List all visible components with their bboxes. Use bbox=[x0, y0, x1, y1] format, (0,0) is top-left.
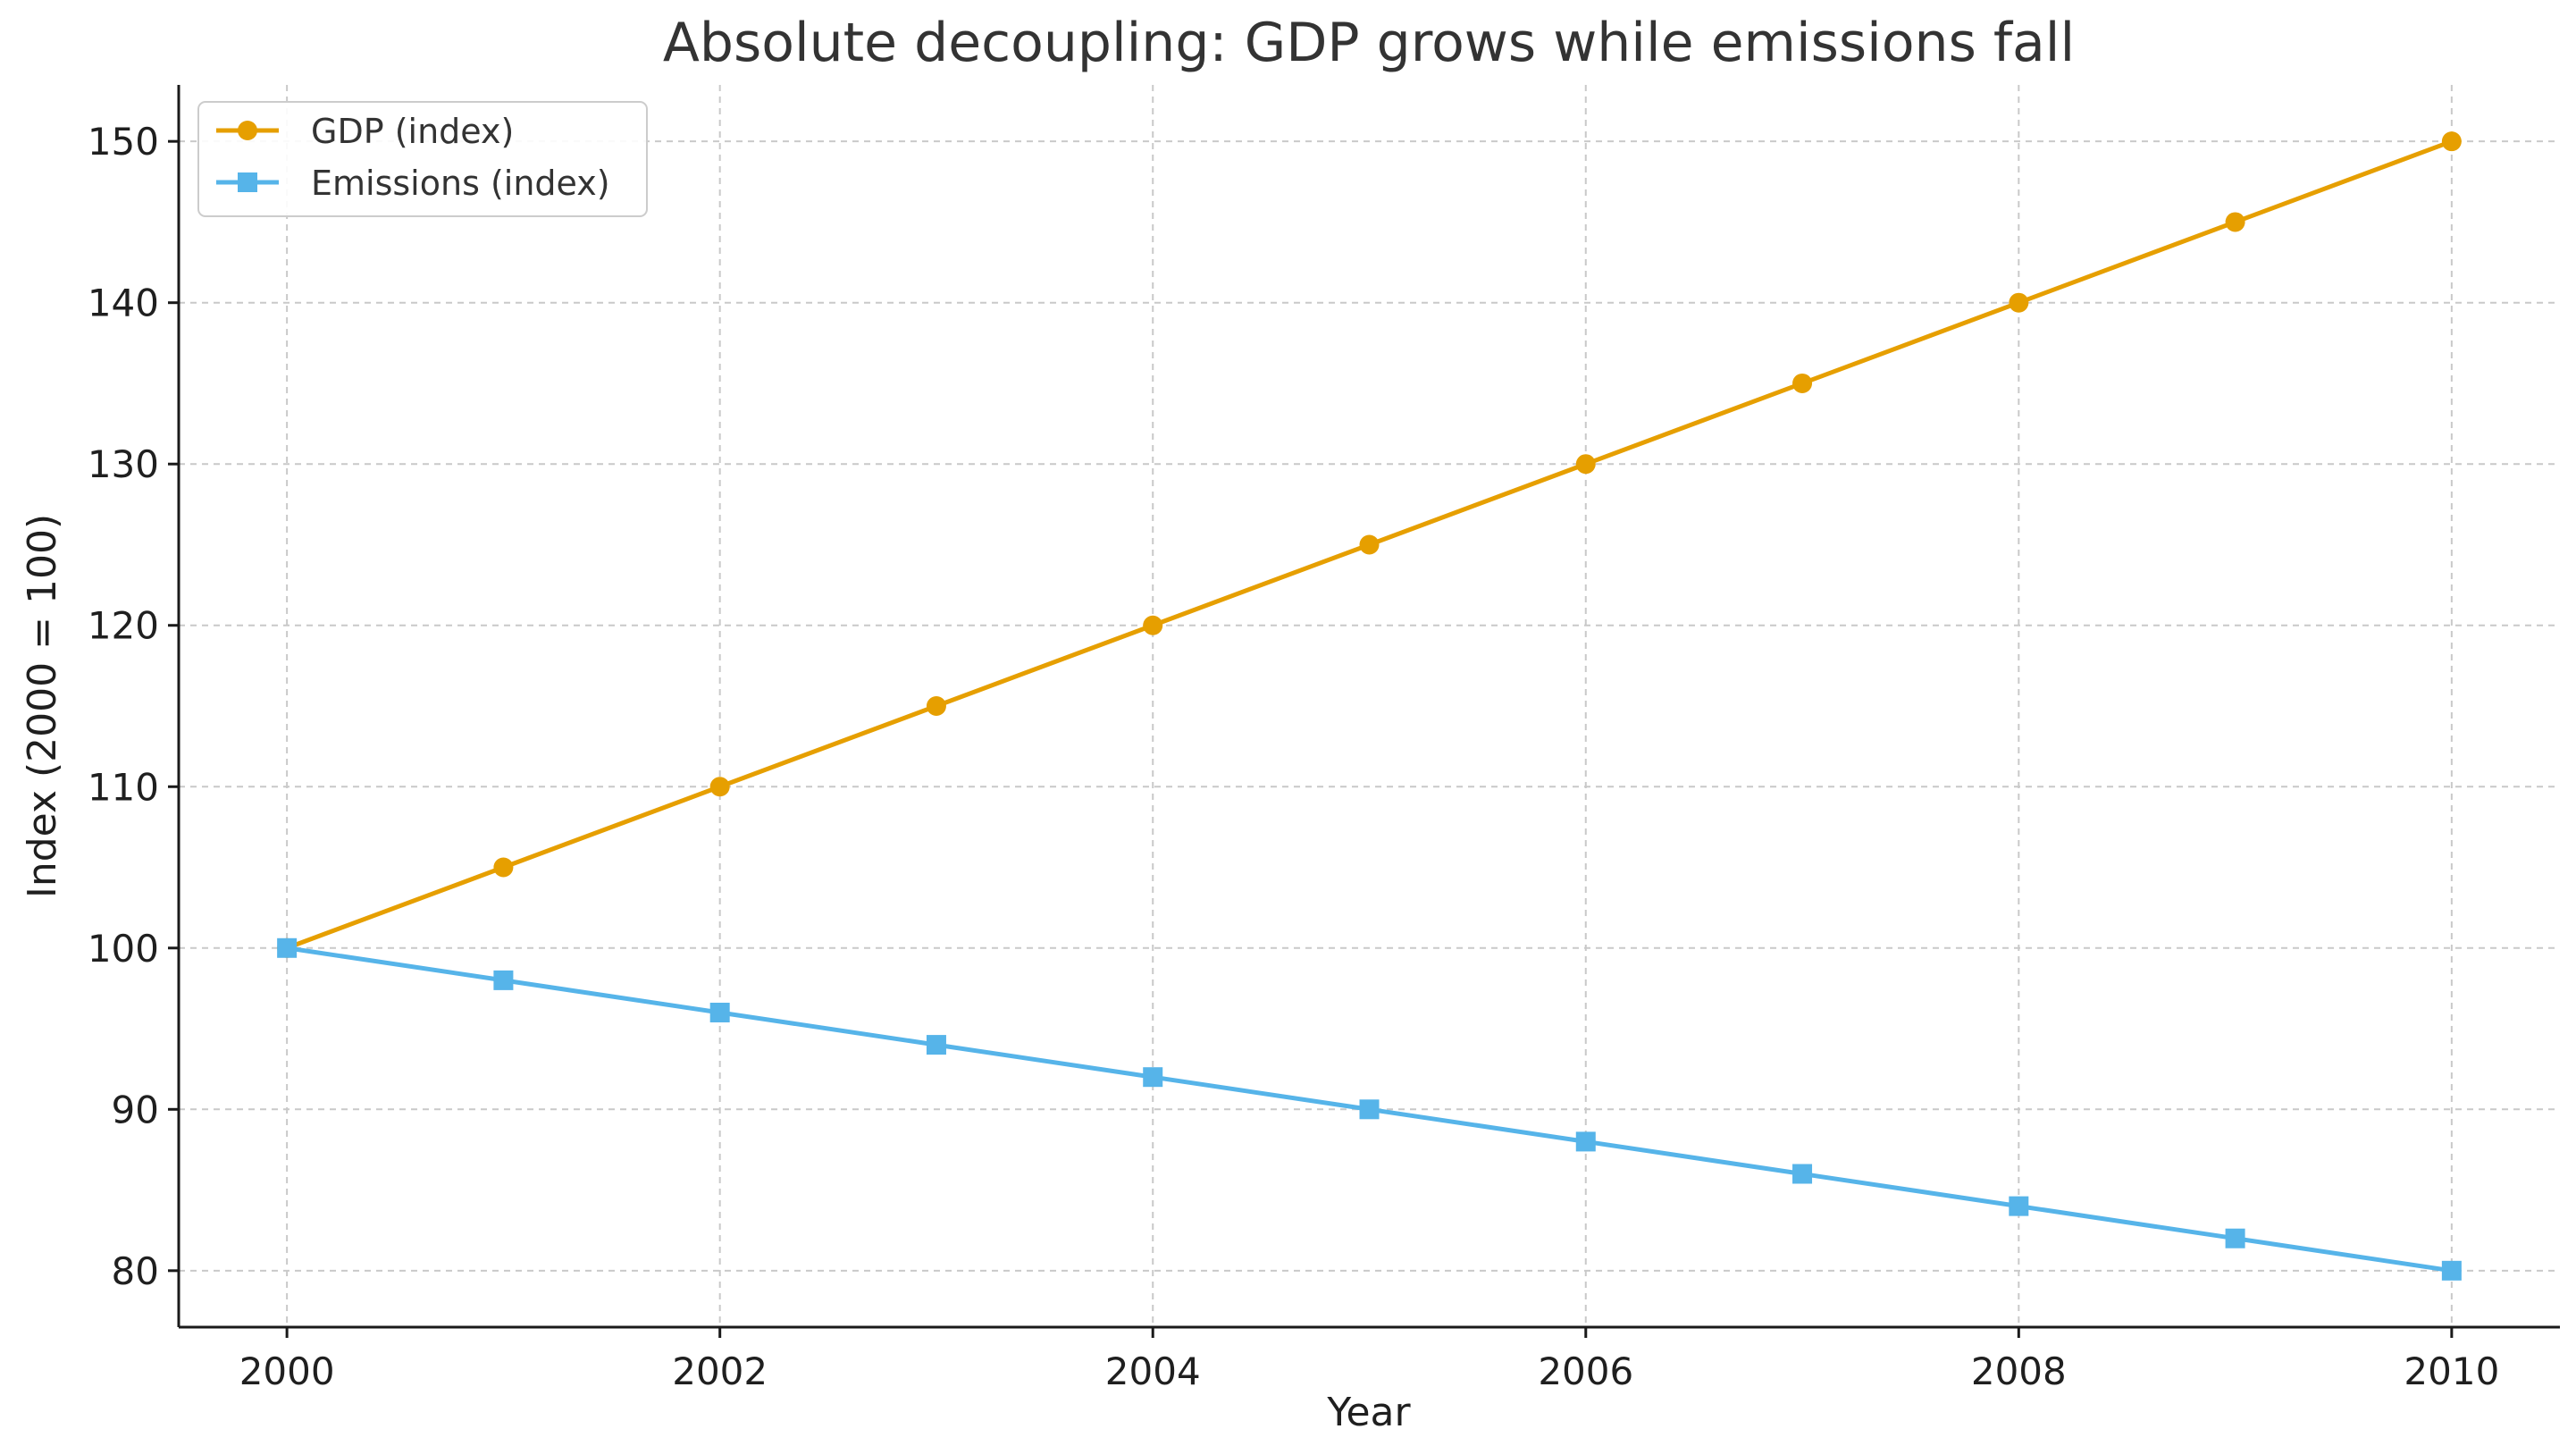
data-point-emissions-2008 bbox=[2009, 1196, 2029, 1216]
data-point-emissions-2001 bbox=[493, 970, 514, 990]
data-point-gdp-2002 bbox=[709, 777, 730, 797]
data-point-gdp-2006 bbox=[1575, 454, 1596, 475]
data-point-gdp-2009 bbox=[2225, 212, 2245, 232]
legend: GDP (index) Emissions (index) bbox=[197, 101, 648, 217]
data-point-emissions-2009 bbox=[2225, 1228, 2245, 1248]
y-tick-label-150: 150 bbox=[88, 120, 159, 164]
x-tick-label-2006: 2006 bbox=[1538, 1349, 1633, 1393]
y-tick-label-120: 120 bbox=[88, 604, 159, 648]
data-point-emissions-2002 bbox=[709, 1002, 730, 1022]
y-tick-label-90: 90 bbox=[112, 1088, 159, 1131]
data-point-gdp-2007 bbox=[1792, 373, 1813, 393]
data-point-gdp-2008 bbox=[2009, 292, 2029, 313]
data-point-gdp-2001 bbox=[493, 857, 514, 878]
ticks: 2000 2002 2004 2006 2008 2010 80 90 100 110 120 130… bbox=[88, 120, 2499, 1393]
data-point-emissions-2007 bbox=[1792, 1164, 1813, 1184]
data-point-gdp-2003 bbox=[926, 696, 946, 716]
data-point-gdp-2010 bbox=[2441, 131, 2462, 152]
axes bbox=[177, 85, 2560, 1329]
legend-gdp-marker bbox=[238, 121, 257, 140]
x-tick-label-2002: 2002 bbox=[672, 1349, 768, 1393]
x-axis-title: Year bbox=[1326, 1390, 1411, 1435]
legend-frame bbox=[197, 101, 648, 217]
data-point-emissions-2005 bbox=[1359, 1099, 1380, 1120]
grid-lines bbox=[179, 85, 2560, 1327]
x-tick-label-2004: 2004 bbox=[1105, 1349, 1201, 1393]
data-point-emissions-2010 bbox=[2441, 1260, 2462, 1281]
y-tick-label-80: 80 bbox=[112, 1249, 159, 1293]
chart-title: Absolute decoupling: GDP grows while emi… bbox=[663, 12, 2075, 74]
x-tick-label-2008: 2008 bbox=[1971, 1349, 2067, 1393]
data-point-emissions-2004 bbox=[1143, 1067, 1163, 1088]
data-point-gdp-2005 bbox=[1359, 534, 1380, 555]
legend-emissions-marker bbox=[238, 172, 257, 192]
x-tick-label-2010: 2010 bbox=[2404, 1349, 2499, 1393]
y-tick-label-100: 100 bbox=[88, 927, 159, 971]
y-tick-label-110: 110 bbox=[88, 765, 159, 809]
legend-emissions-label: Emissions (index) bbox=[311, 164, 610, 203]
series-emissions bbox=[277, 937, 2462, 1281]
data-point-emissions-2000 bbox=[277, 937, 298, 958]
data-point-gdp-2004 bbox=[1143, 615, 1163, 635]
y-tick-label-140: 140 bbox=[88, 282, 159, 325]
y-tick-label-130: 130 bbox=[88, 442, 159, 486]
series bbox=[277, 131, 2462, 1281]
y-axis-title: Index (2000 = 100) bbox=[20, 514, 65, 898]
data-point-emissions-2003 bbox=[926, 1035, 946, 1055]
x-tick-label-2000: 2000 bbox=[239, 1349, 335, 1393]
data-point-emissions-2006 bbox=[1575, 1131, 1596, 1152]
legend-gdp-label: GDP (index) bbox=[311, 112, 514, 151]
series-gdp bbox=[277, 131, 2462, 958]
